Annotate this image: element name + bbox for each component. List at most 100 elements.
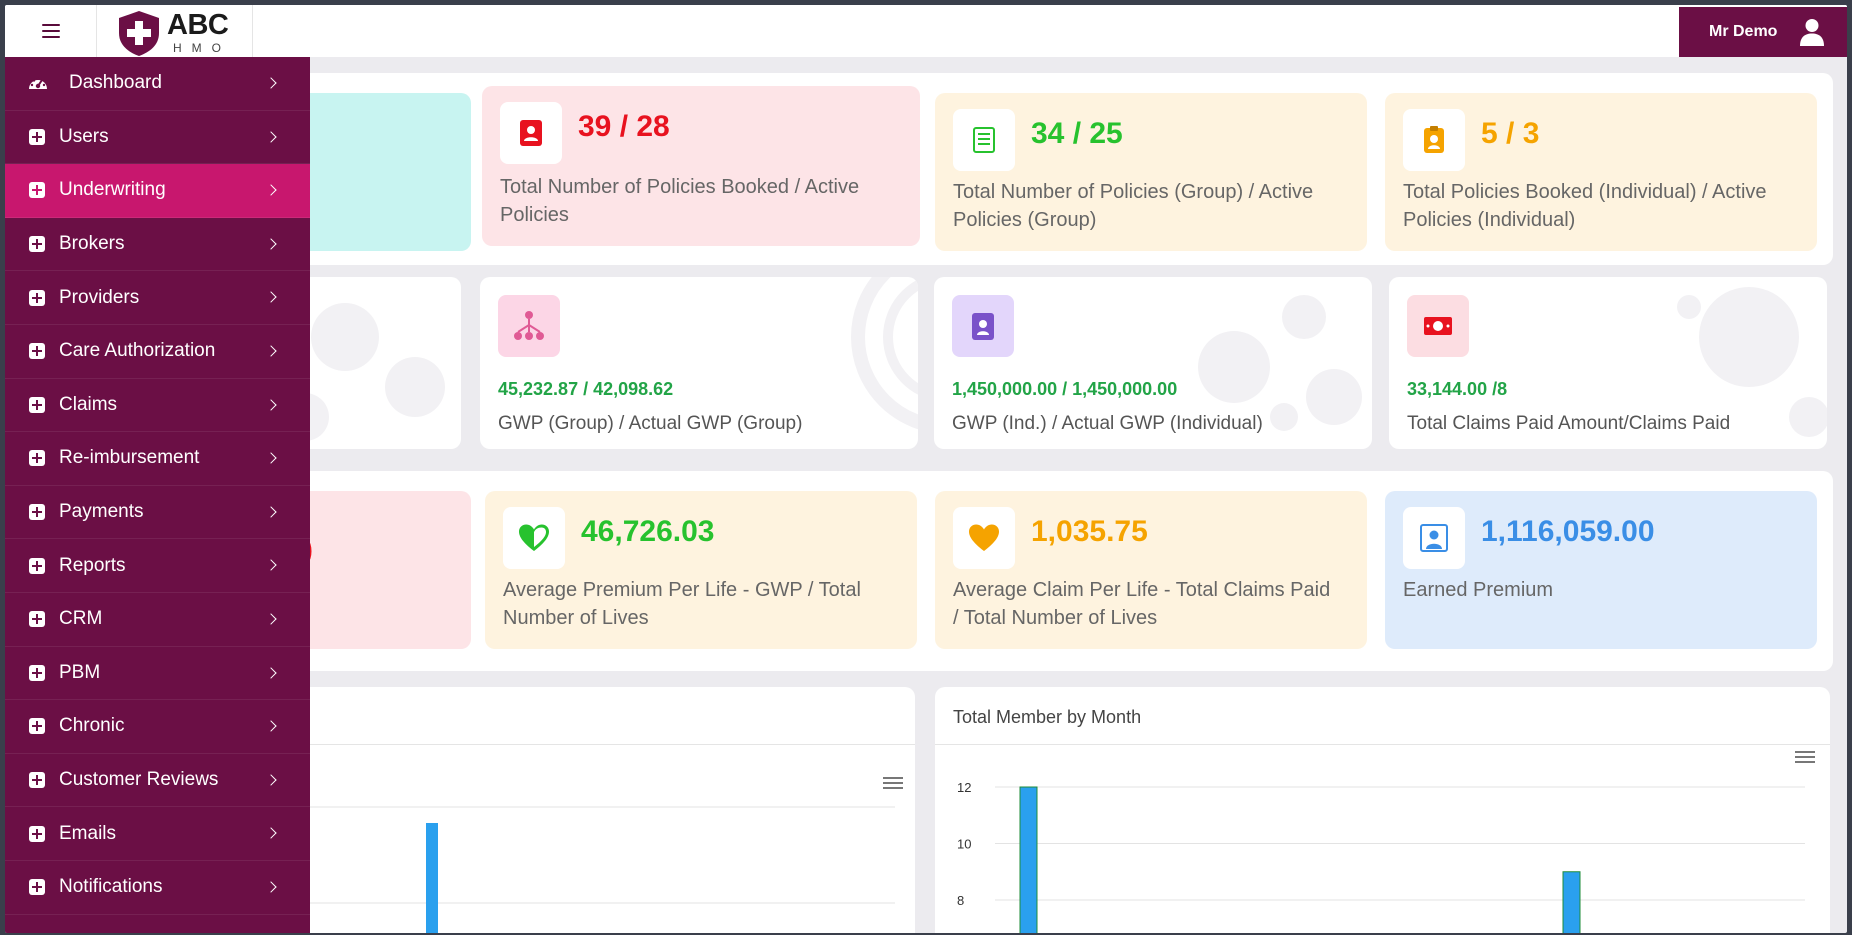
chart-panel-left xyxy=(275,687,915,933)
stat-value: 33,144.00 /8 xyxy=(1407,379,1508,399)
network-icon xyxy=(514,311,544,340)
stat-label-line2: Policies xyxy=(500,204,569,226)
stat-label-line2: Policies (Individual) xyxy=(1403,209,1576,231)
sidebar-item-label: Customer Reviews xyxy=(59,769,219,791)
top-header: ABC HMO Mr Demo xyxy=(5,5,1847,57)
stat-icon-box xyxy=(953,109,1015,171)
stat-label: GWP (Ind.) / Actual GWP (Individual) xyxy=(952,413,1263,434)
speedometer-icon xyxy=(29,77,47,90)
stat-value: 1,116,059.00 xyxy=(1481,515,1655,548)
chevron-right-icon xyxy=(265,398,277,411)
user-icon xyxy=(1800,19,1825,46)
stat-value: 34 / 25 xyxy=(1031,117,1123,150)
divider xyxy=(275,744,915,745)
sidebar-item-label: Brokers xyxy=(59,233,125,255)
chevron-right-icon xyxy=(265,452,277,464)
heart-half-icon xyxy=(519,524,549,551)
hamburger-icon[interactable] xyxy=(41,24,60,38)
stat-value: 39 / 28 xyxy=(578,110,670,143)
sidebar-item-label: Claims xyxy=(59,393,118,415)
bar xyxy=(1562,871,1581,933)
id-card-icon xyxy=(520,120,542,146)
sidebar-item-claims[interactable]: Claims xyxy=(5,379,310,433)
heart-icon xyxy=(969,524,999,551)
sidebar-item-customer-reviews[interactable]: Customer Reviews xyxy=(5,754,310,808)
stat-label: Total Claims Paid Amount/Claims Paid xyxy=(1407,413,1731,434)
chevron-right-icon xyxy=(265,881,277,893)
sidebar-item-notifications[interactable]: Notifications xyxy=(5,861,310,915)
money-icon xyxy=(1424,317,1452,335)
stat-label-line1: Average Premium Per Life - GWP / Total xyxy=(503,579,861,601)
chevron-right-icon xyxy=(265,130,277,143)
sidebar-item-label: Re-imbursement xyxy=(59,447,200,469)
plus-icon xyxy=(29,664,45,681)
stat-label-line1: Total Number of Policies Booked / Active xyxy=(500,176,860,198)
chevron-right-icon xyxy=(265,774,277,786)
chart-menu-icon[interactable] xyxy=(1795,751,1815,765)
sidebar-item-underwriting[interactable]: Underwriting xyxy=(5,164,310,218)
claims-paid-card: 33,144.00 /8 Total Claims Paid Amount/Cl… xyxy=(1389,277,1827,449)
chart-menu-icon[interactable] xyxy=(883,777,903,791)
stats-row-3: ) 46,726.03 Average Premium Per Life - G… xyxy=(275,471,1833,671)
decor-blob xyxy=(1677,287,1827,437)
stat-icon-box xyxy=(953,507,1015,569)
stat-value: 1,450,000.00 / 1,450,000.00 xyxy=(952,379,1178,399)
chevron-right-icon xyxy=(265,291,277,304)
stat-icon-box xyxy=(503,507,565,569)
sidebar-item-label: PBM xyxy=(59,661,101,683)
sidebar-item-brokers[interactable]: Brokers xyxy=(5,218,310,272)
stats-row-1: 39 / 28 Total Number of Policies Booked … xyxy=(275,73,1833,265)
sidebar-item-chronic[interactable]: Chronic xyxy=(5,700,310,754)
sidebar-item-reports[interactable]: Reports xyxy=(5,539,310,593)
plus-icon xyxy=(29,611,45,628)
sidebar-item-label: Dashboard xyxy=(69,72,162,94)
user-name: Mr Demo xyxy=(1709,23,1778,40)
logo[interactable]: ABC HMO xyxy=(101,5,253,57)
sidebar-item-re-imbursement[interactable]: Re-imbursement xyxy=(5,432,310,486)
plus-icon xyxy=(29,879,45,896)
chart-panel-members: Total Member by Month 12 10 8 xyxy=(935,687,1830,933)
plus-icon xyxy=(29,182,45,199)
sidebar-item-crm[interactable]: CRM xyxy=(5,593,310,647)
chevron-right-icon xyxy=(265,559,277,572)
gwp-group-card: 45,232.87 / 42,098.62 GWP (Group) / Actu… xyxy=(480,277,918,449)
gwp-individual-card: 1,450,000.00 / 1,450,000.00 GWP (Ind.) /… xyxy=(934,277,1372,449)
stat-icon-box xyxy=(952,295,1014,357)
chevron-right-icon xyxy=(265,77,277,89)
sidebar-item-emails[interactable]: Emails xyxy=(5,807,310,861)
stat-label-line1: Earned Premium xyxy=(1403,579,1554,601)
stat-card-avg-premium: 46,726.03 Average Premium Per Life - GWP… xyxy=(485,491,917,649)
y-tick-label: 12 xyxy=(957,780,971,795)
stat-value: 45,232.87 / 42,098.62 xyxy=(498,379,674,399)
app-viewport: ABC HMO Mr Demo 39 / 28 Total Number of … xyxy=(5,5,1847,933)
stat-icon-box xyxy=(500,102,562,164)
user-menu[interactable]: Mr Demo xyxy=(1679,7,1847,57)
plus-icon xyxy=(29,343,45,360)
chevron-right-icon xyxy=(265,238,277,250)
stat-icon-box xyxy=(498,295,560,357)
stat-card-policies-individual: 5 / 3 Total Policies Booked (Individual)… xyxy=(1385,93,1817,251)
stat-icon-box xyxy=(1403,507,1465,569)
hamburger-button[interactable] xyxy=(5,5,97,57)
sidebar-item-label: Users xyxy=(59,125,109,147)
sidebar-item-payments[interactable]: Payments xyxy=(5,486,310,540)
sidebar-item-dashboard[interactable]: Dashboard xyxy=(5,57,310,111)
sidebar-item-users[interactable]: Users xyxy=(5,111,310,165)
stat-label-line1: Total Number of Policies (Group) / Activ… xyxy=(953,181,1314,203)
bar xyxy=(426,823,438,933)
sidebar-item-label: Notifications xyxy=(59,876,163,898)
plus-icon xyxy=(29,504,45,521)
plus-icon xyxy=(29,128,45,145)
chevron-right-icon xyxy=(265,666,277,679)
stat-card-earned-premium: 1,116,059.00 Earned Premium xyxy=(1385,491,1817,649)
chevron-right-icon xyxy=(265,506,277,518)
sidebar-item-pbm[interactable]: PBM xyxy=(5,647,310,701)
sidebar-item-providers[interactable]: Providers xyxy=(5,271,310,325)
plus-icon xyxy=(29,236,45,253)
sidebar-item-care-authorization[interactable]: Care Authorization xyxy=(5,325,310,379)
stat-card-avg-claim: 1,035.75 Average Claim Per Life - Total … xyxy=(935,491,1367,649)
id-badge-icon xyxy=(972,313,994,340)
document-list-icon xyxy=(973,127,995,153)
plus-icon xyxy=(29,450,45,467)
stat-icon-box xyxy=(1407,295,1469,357)
